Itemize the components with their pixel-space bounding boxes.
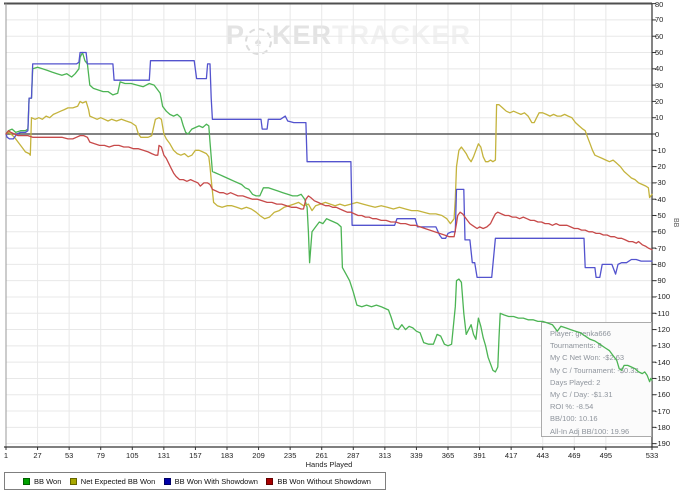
legend-item: BB Won With Showdown (163, 476, 258, 486)
session-stats-box: Player: grenka666 Tournaments: 8 My C Net … (541, 322, 652, 437)
x-tick-label: 209 (252, 451, 265, 460)
y-tick-label: 40 (655, 64, 664, 74)
legend-label: BB Won (34, 476, 62, 486)
legend-swatch-icon (266, 477, 274, 485)
x-tick-label: 1 (3, 451, 9, 460)
x-tick-label: 417 (504, 451, 518, 460)
y-tick-label: -70 (655, 243, 666, 253)
x-tick-label: 313 (378, 451, 392, 460)
y-tick-label: 0 (655, 129, 660, 139)
stats-line: All-In Adj BB/100: 19.96 (550, 426, 630, 436)
y-tick-label: 50 (655, 48, 664, 58)
stats-line: ROI %: -8.54 (550, 402, 594, 412)
x-tick-label: 533 (645, 451, 659, 460)
stats-line: Tournaments: 8 (550, 341, 602, 351)
x-tick-label: 131 (157, 451, 171, 460)
x-tick-label: 53 (64, 451, 74, 460)
stats-line: Player: grenka666 (550, 329, 611, 338)
x-tick-label: 495 (599, 451, 613, 460)
stats-line: BB/100: 10.16 (550, 414, 598, 424)
x-tick-label: 469 (568, 451, 581, 460)
legend-swatch-icon (69, 477, 77, 485)
y-tick-label: -160 (655, 390, 671, 400)
series-line-bb-won-without-showdown (5, 130, 653, 251)
legend-item: BB Won (23, 477, 61, 486)
x-tick-label: 157 (189, 451, 202, 460)
x-tick-label: 27 (33, 451, 42, 460)
poker-chip-icon: ♠ (245, 28, 273, 55)
y-tick-label: -80 (655, 259, 666, 269)
y-axis-title: BB (672, 218, 679, 228)
y-tick-label: 30 (655, 80, 664, 90)
legend-label: BB Won With Showdown (174, 476, 258, 486)
y-tick-label: -110 (655, 308, 670, 318)
y-tick-label: 60 (655, 31, 664, 41)
y-tick-label: -100 (655, 292, 671, 302)
y-tick-label: -130 (655, 341, 671, 351)
stats-line: My C Net Won: -$2.63 (550, 353, 625, 363)
spade-icon: ♠ (254, 34, 263, 49)
y-tick-label: 70 (655, 15, 664, 25)
legend-label: Net Expected BB Won (80, 476, 156, 486)
watermark-poker-p: P (226, 20, 246, 50)
x-tick-label: 235 (283, 451, 297, 460)
legend-label: BB Won Without Showdown (277, 476, 371, 486)
x-tick-label: 339 (410, 451, 423, 460)
y-tick-label: -50 (655, 210, 666, 220)
pokertracker-watermark: P ♠ KERTRACKER (226, 20, 472, 55)
x-tick-label: 391 (473, 451, 486, 460)
stats-line: Days Played: 2 (550, 377, 601, 387)
legend-item: BB Won Without Showdown (266, 477, 371, 486)
x-tick-label: 105 (126, 451, 139, 460)
y-tick-label: -90 (655, 276, 666, 286)
watermark-poker-rest: KER (272, 20, 333, 50)
legend-swatch-icon (163, 477, 171, 485)
x-tick-label: 443 (536, 451, 549, 460)
y-tick-label: -30 (655, 178, 666, 188)
x-tick-label: 79 (96, 451, 105, 460)
y-tick-label: 20 (655, 96, 664, 106)
x-axis-title: Hands Played (305, 460, 353, 469)
x-tick-label: 287 (347, 451, 360, 460)
y-tick-label: -40 (655, 194, 666, 204)
chart-legend: BB Won Net Expected BB Won BB Won With Sho… (4, 472, 386, 490)
y-tick-label: -120 (655, 325, 671, 335)
y-tick-label: -140 (655, 357, 671, 367)
watermark-tracker: TRACKER (332, 20, 472, 50)
y-tick-label: -60 (655, 227, 666, 237)
y-tick-label: -170 (655, 406, 671, 416)
series-line-bb-won-with-showdown (5, 51, 653, 279)
y-tick-label: 80 (655, 0, 664, 9)
legend-swatch-icon (23, 477, 30, 485)
y-tick-label: -150 (655, 373, 671, 383)
y-tick-label: -10 (655, 145, 666, 155)
series-line-net-expected-bb-won (5, 100, 653, 225)
y-tick-label: -190 (655, 439, 671, 449)
y-tick-label: 10 (655, 113, 664, 123)
x-tick-label: 365 (441, 451, 455, 460)
y-tick-label: -180 (655, 422, 671, 432)
x-tick-label: 261 (315, 451, 328, 460)
stats-line: My C / Tournament: -$0.33 (550, 365, 639, 375)
x-tick-label: 183 (220, 451, 234, 460)
stats-line: My C / Day: -$1.31 (550, 390, 613, 400)
y-tick-label: -20 (655, 162, 666, 172)
legend-item: Net Expected BB Won (69, 476, 156, 486)
